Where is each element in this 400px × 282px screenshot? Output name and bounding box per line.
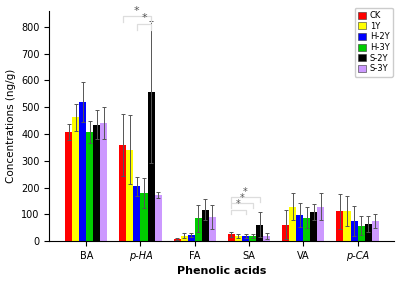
- Bar: [134, 186, 140, 241]
- Bar: [195, 218, 202, 241]
- Bar: [235, 236, 242, 241]
- Bar: [336, 211, 344, 241]
- X-axis label: Phenolic acids: Phenolic acids: [177, 266, 266, 276]
- Text: *: *: [236, 199, 241, 209]
- Bar: [181, 236, 188, 241]
- Bar: [350, 221, 358, 241]
- Bar: [228, 234, 235, 241]
- Bar: [79, 102, 86, 241]
- Bar: [296, 215, 303, 241]
- Bar: [282, 224, 289, 241]
- Text: *: *: [134, 6, 140, 16]
- Bar: [263, 236, 270, 241]
- Bar: [119, 145, 126, 241]
- Bar: [289, 207, 296, 241]
- Bar: [93, 125, 100, 241]
- Bar: [188, 235, 195, 241]
- Bar: [148, 92, 154, 241]
- Bar: [344, 211, 350, 241]
- Bar: [126, 149, 134, 241]
- Bar: [249, 236, 256, 241]
- Bar: [72, 117, 79, 241]
- Bar: [310, 212, 318, 241]
- Bar: [358, 226, 365, 241]
- Bar: [100, 123, 107, 241]
- Bar: [154, 195, 162, 241]
- Bar: [303, 218, 310, 241]
- Bar: [256, 224, 263, 241]
- Bar: [318, 207, 324, 241]
- Legend: CK, 1Y, H-2Y, H-3Y, S-2Y, S-3Y: CK, 1Y, H-2Y, H-3Y, S-2Y, S-3Y: [355, 8, 393, 77]
- Text: *: *: [240, 193, 244, 203]
- Y-axis label: Concentrations (ng/g): Concentrations (ng/g): [6, 69, 16, 183]
- Bar: [202, 210, 209, 241]
- Bar: [365, 224, 372, 241]
- Bar: [372, 221, 379, 241]
- Bar: [174, 239, 181, 241]
- Bar: [209, 217, 216, 241]
- Text: *: *: [141, 13, 147, 23]
- Bar: [242, 236, 249, 241]
- Bar: [65, 132, 72, 241]
- Bar: [86, 132, 93, 241]
- Bar: [140, 193, 148, 241]
- Text: *: *: [243, 187, 248, 197]
